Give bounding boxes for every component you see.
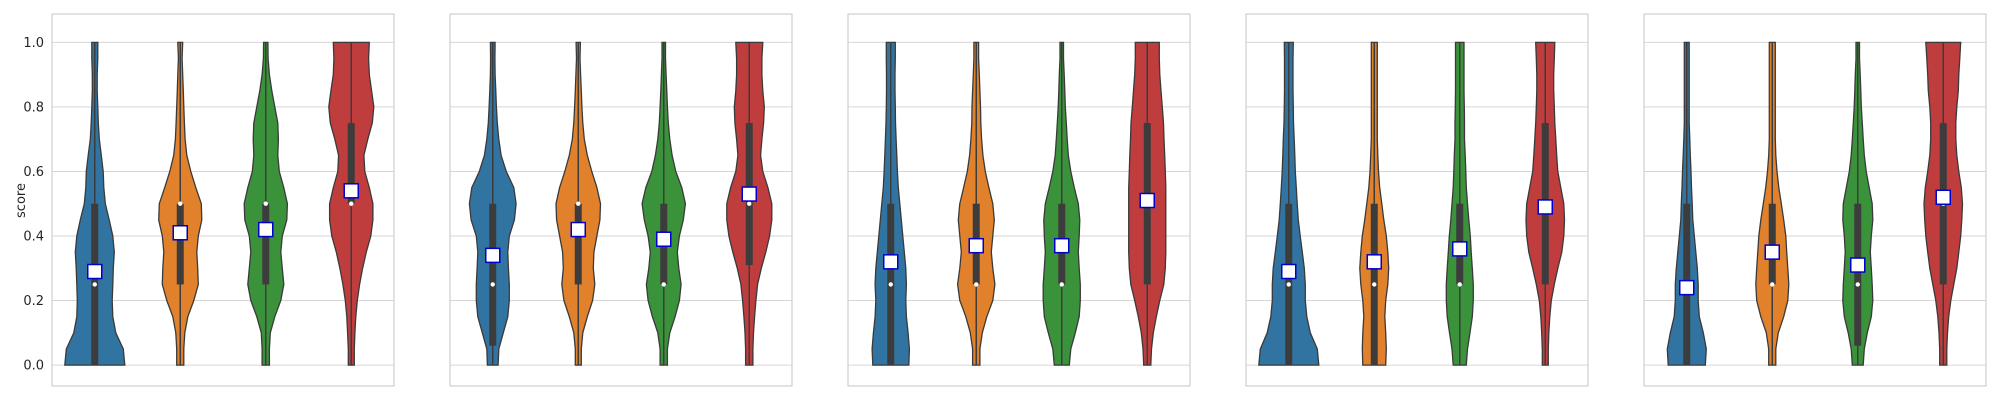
violin-median-point [888, 282, 893, 287]
violin-mean-marker [1281, 263, 1297, 280]
y-tick-label: 0.2 [23, 294, 44, 309]
violin-mean-marker [87, 263, 103, 280]
plot-frame [51, 13, 395, 387]
y-tick-label: 0.0 [23, 359, 44, 374]
violin-median-point [747, 201, 752, 206]
violin-median-point [576, 201, 581, 206]
panel-2 [449, 13, 793, 387]
plot-frame [1245, 13, 1589, 387]
violin-mean-marker [883, 254, 899, 270]
violin-median-point [1372, 282, 1377, 287]
violin-mean-marker [741, 186, 757, 202]
violin-median-point [349, 201, 354, 206]
violin-mean-marker [258, 221, 274, 238]
violin-median-point [661, 282, 666, 287]
panel-5 [1643, 13, 1987, 387]
y-tick-label: 0.4 [23, 230, 44, 245]
y-tick-label: 1.0 [23, 36, 44, 51]
violin-median-point [178, 201, 183, 206]
violin-iqr-box [176, 203, 184, 285]
violin-median-point [1770, 282, 1775, 287]
violin-mean-marker [343, 183, 359, 199]
y-tick-label: 0.6 [23, 165, 44, 180]
violin-median-point [1059, 282, 1064, 287]
violin-median-point [1286, 282, 1291, 287]
panel-1: 0.0 0.2 0.4 0.6 0.8 1.0 score [14, 13, 395, 387]
violin-mean-marker [1366, 254, 1382, 270]
violin-mean-marker [1537, 199, 1553, 215]
violin-iqr-box [1768, 203, 1776, 285]
violin-median-point [92, 282, 97, 287]
violin-mean-marker [656, 231, 672, 247]
violin-median-point [1457, 282, 1462, 287]
violin-mean-marker [1452, 241, 1468, 257]
violin-median-point [490, 282, 495, 287]
violin-mean-marker [1054, 237, 1070, 254]
panel-4 [1245, 13, 1589, 387]
panel-3 [847, 13, 1191, 387]
violin-mean-marker [172, 225, 188, 241]
plot-frame [1643, 13, 1987, 387]
plot-frame [449, 13, 793, 387]
violin-iqr-box [347, 123, 355, 204]
violin-iqr-box [574, 203, 582, 285]
violin-median-point [1855, 282, 1860, 287]
violin-mean-marker [1850, 257, 1866, 273]
violin-mean-marker [1935, 189, 1951, 206]
violin-median-point [974, 282, 979, 287]
violin-iqr-box [489, 203, 497, 346]
violin-mean-marker [1764, 244, 1780, 260]
violin-iqr-box [262, 203, 270, 285]
plot-frame [847, 13, 1191, 387]
violin-mean-marker [1139, 192, 1155, 209]
violin-mean-marker [1679, 279, 1695, 296]
violin-mean-marker [485, 247, 501, 264]
violin-median-point [263, 201, 268, 206]
y-tick-label: 0.8 [23, 100, 44, 115]
violin-mean-marker [570, 221, 586, 238]
y-axis-label: score [14, 183, 29, 218]
violin-iqr-box [1854, 203, 1862, 346]
violin-mean-marker [968, 237, 984, 254]
